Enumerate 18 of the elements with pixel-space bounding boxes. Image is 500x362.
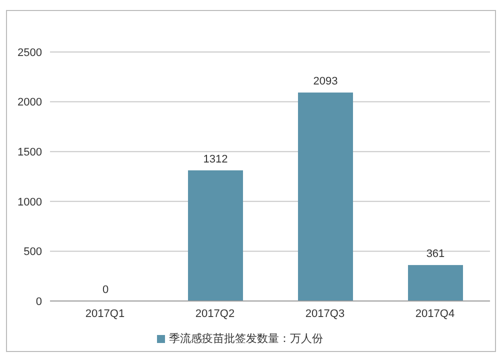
y-tick-label: 2500 (18, 46, 42, 59)
x-tick-label: 2017Q2 (195, 308, 235, 320)
y-tick-label: 0 (36, 296, 42, 308)
x-tick-label: 2017Q1 (85, 308, 125, 320)
y-tick-label: 1000 (18, 196, 42, 208)
y-tick-label: 2000 (18, 96, 42, 109)
data-label: 0 (102, 284, 109, 296)
bar (408, 265, 463, 301)
y-tick-label: 500 (24, 246, 42, 258)
data-label: 1312 (203, 153, 228, 166)
data-label: 361 (426, 248, 445, 260)
bar (298, 92, 353, 301)
bar (188, 170, 243, 301)
legend-label: 季流感疫苗批签发数量：万人份 (169, 333, 323, 345)
x-tick-label: 2017Q3 (305, 308, 345, 320)
y-tick-label: 1500 (18, 146, 42, 159)
x-tick-label: 2017Q4 (415, 308, 455, 320)
data-label: 2093 (313, 76, 338, 88)
